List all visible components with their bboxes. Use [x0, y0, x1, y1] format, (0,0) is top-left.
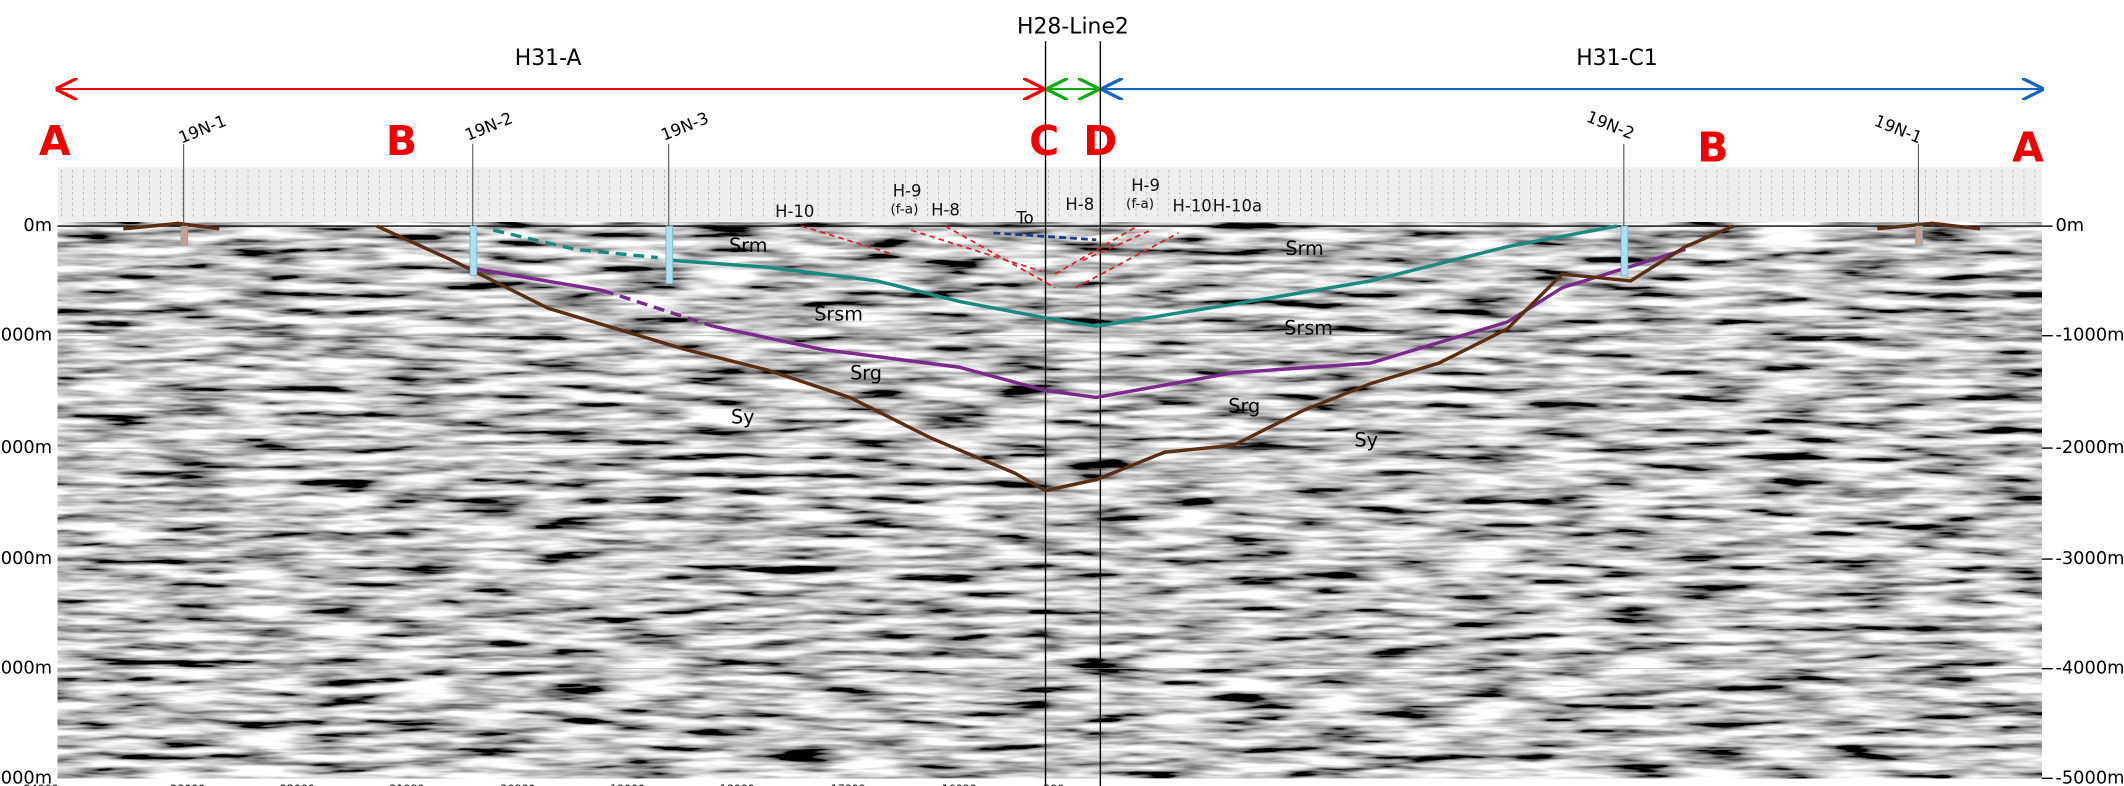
distance-label: 22000	[280, 782, 315, 786]
unit-label: Srm	[729, 234, 767, 257]
depth-label: 0m	[23, 215, 52, 236]
depth-label: -3000m	[2055, 548, 2124, 569]
distance-label: 24000	[24, 782, 59, 786]
point-label: B	[1697, 124, 1728, 172]
well-label: 19N-2	[1584, 107, 1637, 143]
distance-label: 18000	[720, 782, 755, 786]
unit-label: Srsm	[1284, 316, 1333, 339]
depth-label: 3000m	[0, 548, 52, 569]
horizons	[123, 221, 1981, 493]
depth-label: -2000m	[2055, 437, 2124, 458]
wells	[180, 225, 1923, 284]
distance-label: 12000	[1887, 783, 1922, 786]
depth-grid	[57, 335, 2042, 670]
distance-label: 20000	[501, 782, 536, 786]
depth-label: 2000m	[0, 437, 52, 458]
fault-label: H-10	[1173, 196, 1212, 215]
depth-label: 1000m	[0, 325, 52, 346]
distance-label: 6000	[1233, 783, 1261, 786]
depth-label: -5000m	[2055, 767, 2124, 786]
distance-label: 17000	[831, 782, 866, 786]
well-label: 19N-1	[1872, 111, 1925, 147]
well-label: 19N-3	[658, 108, 711, 144]
distance-label: 8000	[1452, 783, 1480, 786]
point-label: C	[1029, 117, 1059, 165]
unit-label: Srg	[1228, 394, 1260, 417]
distance-label: 23000	[170, 782, 205, 786]
unit-label: Srm	[1285, 237, 1323, 260]
point-label: B	[386, 117, 417, 165]
fault-label: To	[1015, 209, 1033, 228]
fault-label: H-9	[1131, 176, 1160, 195]
depth-label: 4000m	[0, 658, 52, 679]
distance-label: 16000	[942, 782, 977, 786]
depth-label: -1000m	[2055, 325, 2124, 346]
shotpoint-band	[57, 167, 2042, 222]
segment-label: H31-C1	[1576, 46, 1658, 71]
fault-label: (f-a)	[890, 202, 918, 218]
distance-label: 19000	[610, 782, 645, 786]
segment-label: H31-A	[515, 46, 582, 71]
title: H28-Line2	[1017, 14, 1129, 39]
point-label: A	[39, 117, 71, 165]
distance-label: 200	[1043, 782, 1064, 786]
unit-label: Srg	[850, 362, 882, 385]
fault-label: H-8	[931, 201, 960, 220]
depth-label: 5000m	[0, 767, 52, 786]
well-label: 19N-1	[176, 111, 229, 147]
well-label: 19N-2	[462, 108, 515, 144]
distance-label: 11000	[1778, 783, 1813, 786]
distance-label: 5000	[1132, 783, 1160, 786]
faults	[801, 225, 1179, 289]
fault-label: H-10a	[1213, 196, 1262, 215]
unit-label: Sy	[1354, 429, 1378, 452]
unit-label: Srsm	[814, 303, 863, 326]
well-leaders	[183, 143, 1919, 227]
depth-label: -4000m	[2055, 658, 2124, 679]
distance-label: 21000	[390, 782, 425, 786]
unit-label: Sy	[731, 405, 755, 428]
distance-label: 9000	[1562, 783, 1590, 786]
frame	[57, 41, 2053, 786]
point-label: A	[2012, 124, 2044, 172]
fault-label: (f-a)	[1126, 196, 1154, 212]
point-label: D	[1083, 117, 1117, 165]
fault-label: H-8	[1065, 195, 1094, 214]
distance-label: 7000	[1343, 783, 1371, 786]
fault-label: H-10	[775, 202, 814, 221]
distance-label: 13000	[1997, 783, 2032, 786]
distance-label: 10000	[1668, 783, 1703, 786]
seismic-image	[57, 221, 2042, 779]
depth-label: 0m	[2055, 215, 2084, 236]
to-horizon	[993, 231, 1097, 242]
fault-label: H-9	[893, 181, 922, 200]
